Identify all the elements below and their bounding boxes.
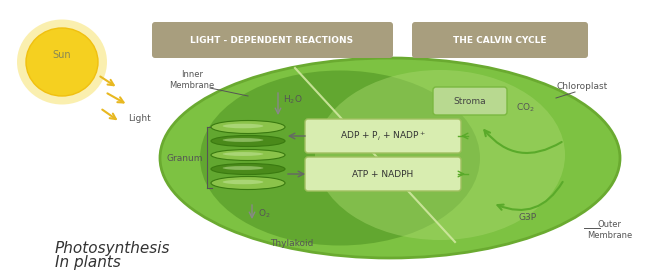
Ellipse shape	[211, 136, 285, 146]
Ellipse shape	[211, 150, 285, 160]
Ellipse shape	[211, 120, 285, 134]
Ellipse shape	[222, 138, 263, 142]
Text: Photosynthesis: Photosynthesis	[55, 241, 171, 256]
Text: Stroma: Stroma	[453, 97, 487, 106]
Text: Granum: Granum	[167, 153, 203, 162]
Text: In plants: In plants	[55, 255, 121, 270]
Text: Light: Light	[128, 113, 151, 123]
Ellipse shape	[200, 71, 480, 246]
Text: Thylakoid: Thylakoid	[270, 239, 314, 249]
Ellipse shape	[222, 152, 263, 156]
FancyBboxPatch shape	[412, 22, 588, 58]
FancyBboxPatch shape	[305, 157, 461, 191]
Text: ADP + P$_i$ + NADP$^+$: ADP + P$_i$ + NADP$^+$	[340, 129, 426, 143]
Ellipse shape	[222, 166, 263, 170]
Ellipse shape	[26, 28, 98, 96]
Text: Inner
Membrane: Inner Membrane	[169, 70, 214, 90]
Ellipse shape	[222, 180, 263, 184]
Text: CO$_2$: CO$_2$	[516, 102, 534, 114]
Ellipse shape	[315, 70, 565, 240]
Ellipse shape	[211, 176, 285, 190]
Ellipse shape	[222, 124, 263, 128]
FancyBboxPatch shape	[152, 22, 393, 58]
Ellipse shape	[17, 20, 107, 104]
Text: Outer
Membrane: Outer Membrane	[587, 220, 633, 240]
Text: H$_2$O: H$_2$O	[283, 94, 303, 106]
Text: LIGHT - DEPENDENT REACTIONS: LIGHT - DEPENDENT REACTIONS	[191, 36, 354, 45]
Ellipse shape	[160, 58, 620, 258]
FancyBboxPatch shape	[305, 119, 461, 153]
Text: O$_2$: O$_2$	[258, 208, 271, 220]
Text: G3P: G3P	[519, 214, 537, 223]
Text: ATP + NADPH: ATP + NADPH	[352, 169, 414, 179]
Text: THE CALVIN CYCLE: THE CALVIN CYCLE	[453, 36, 547, 45]
Text: Chloroplast: Chloroplast	[556, 81, 608, 90]
Text: Sun: Sun	[53, 50, 71, 60]
FancyBboxPatch shape	[433, 87, 507, 115]
Ellipse shape	[211, 164, 285, 174]
